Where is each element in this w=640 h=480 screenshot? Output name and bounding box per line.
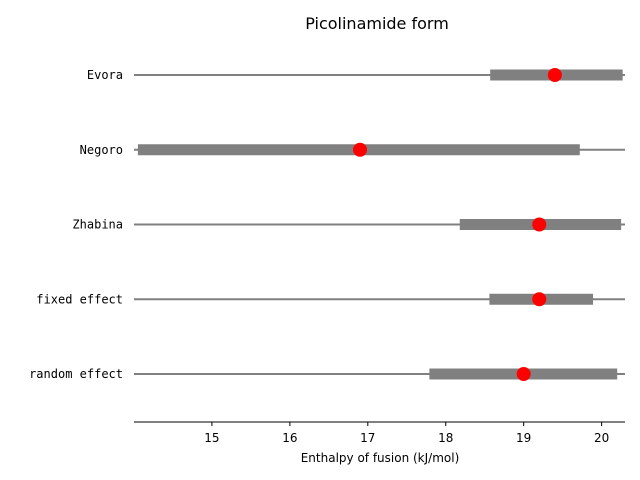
row-fixed-effect-estimate-point [532,292,547,307]
x-tick-label-17: 17 [360,431,375,445]
x-tick-label-16: 16 [282,431,297,445]
row-zhabina-estimate-point [532,217,547,232]
x-tick-label-18: 18 [438,431,453,445]
x-tick-label-19: 19 [516,431,531,445]
row-negoro-label: Negoro [80,143,123,157]
x-tick-label-20: 20 [594,431,609,445]
rows-layer: Evora Negoro Zhabina fixed effect random eff… [29,68,625,381]
x-axis-ticks: 15 16 17 18 19 20 [204,422,609,445]
row-evora-estimate-point [547,68,562,82]
row-zhabina-label: Zhabina [72,218,123,232]
x-axis-label: Enthalpy of fusion (kJ/mol) [301,451,460,465]
row-random-effect-label: random effect [29,367,123,381]
row-fixed-effect-label: fixed effect [36,292,123,306]
x-tick-label-15: 15 [204,431,219,445]
row-evora-label: Evora [87,68,123,82]
row-negoro-estimate-point [353,142,368,157]
chart-title: Picolinamide form [305,14,449,33]
row-random-effect-estimate-point [516,367,531,381]
